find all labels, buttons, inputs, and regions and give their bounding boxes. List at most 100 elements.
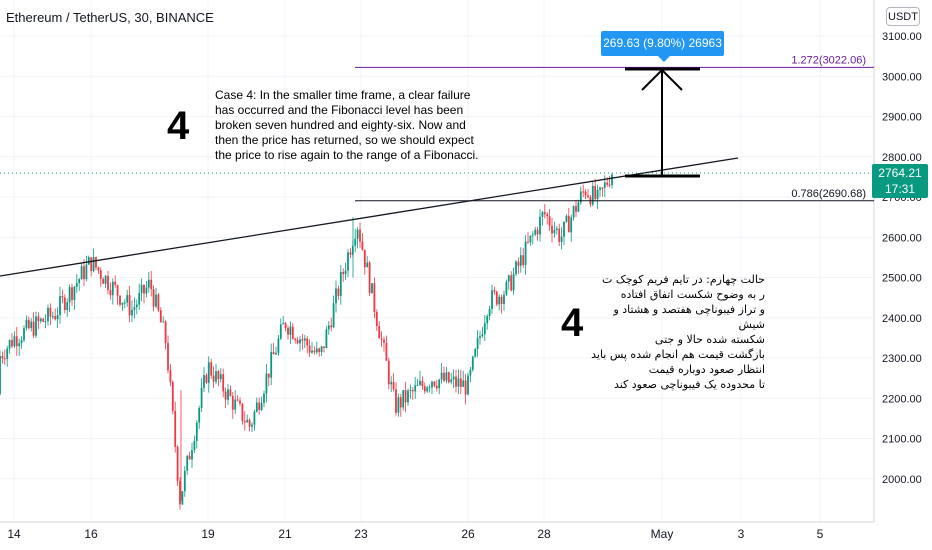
candle-body (546, 214, 549, 217)
price-tick-label: 2600.00 (882, 232, 922, 244)
candle-body (3, 358, 6, 360)
candle-body (471, 356, 474, 370)
candle-body (30, 321, 33, 329)
price-axis[interactable]: 3100.003000.002900.002800.002700.002600.… (882, 31, 922, 486)
candle-body (553, 230, 556, 234)
time-tick-label: May (651, 527, 674, 541)
candle-body (522, 255, 525, 265)
candle-body (342, 272, 345, 275)
candle-body (541, 212, 544, 217)
candle-body (119, 295, 121, 305)
candle-body (483, 323, 486, 335)
candle-body (390, 382, 393, 385)
candle-body (611, 174, 613, 186)
candle-body (431, 381, 433, 388)
candle-body (493, 290, 496, 292)
candle-body (361, 241, 364, 250)
symbol-title[interactable]: Ethereum / TetherUS, 30, BINANCE (6, 10, 214, 25)
candle-body (608, 184, 611, 186)
candle-body (445, 372, 448, 381)
candle-body (263, 393, 265, 403)
candle-body (25, 319, 28, 329)
candle-body (8, 340, 11, 349)
candle-body (63, 297, 66, 311)
candle-body (335, 288, 337, 304)
candle-body (519, 255, 522, 266)
candle-body (380, 338, 383, 340)
candle-body (135, 304, 138, 308)
candle-body (419, 380, 421, 385)
price-tick-label: 2200.00 (882, 393, 922, 405)
candle-body (551, 225, 553, 234)
currency-badge[interactable]: USDT (886, 7, 920, 26)
candle-body (354, 238, 357, 246)
price-tick-label: 2400.00 (882, 313, 922, 325)
candle-body (368, 262, 371, 294)
candle-body (560, 236, 563, 242)
fib-level-label: 0.786(2690.68) (791, 188, 866, 200)
candle-body (73, 286, 76, 300)
candle-body (68, 287, 71, 303)
candle-body (443, 372, 445, 381)
candle-body (558, 228, 561, 242)
fib-level-label: 1.272(3022.06) (791, 54, 866, 66)
candle-body (570, 217, 573, 233)
candle-body (231, 395, 234, 410)
measure-tooltip-pointer (658, 56, 670, 62)
candle-body (543, 212, 546, 215)
price-tick-label: 2000.00 (882, 474, 922, 486)
candle-body (371, 283, 373, 294)
candle-body (49, 307, 52, 317)
candle-body (527, 241, 529, 243)
candle-body (320, 346, 323, 353)
candle-body (603, 182, 606, 188)
candle-body (11, 340, 13, 347)
trend-line[interactable] (0, 157, 739, 277)
candle-body (594, 185, 597, 199)
candle-body (152, 289, 155, 307)
candle-body (344, 270, 347, 275)
candle-body (462, 380, 465, 387)
candle-body (411, 390, 414, 392)
candle-body (59, 296, 61, 316)
candle-body (150, 279, 153, 290)
candle-body (488, 309, 491, 317)
candle-body (315, 348, 318, 353)
price-tick-label: 3000.00 (882, 71, 922, 83)
candle-body (222, 374, 225, 392)
time-axis[interactable]: 14 16 19 21 23 26 28 May 3 5 (7, 527, 823, 541)
candle-body (215, 371, 217, 382)
candle-body (599, 187, 601, 190)
measure-arrow[interactable] (625, 67, 700, 178)
price-tick-label: 2900.00 (882, 112, 922, 124)
persian-note[interactable]: حالت چهارم: در تایم فریم کوچک ت ر به وضو… (591, 273, 765, 391)
candle-body (375, 311, 378, 327)
candle-body (114, 281, 117, 286)
candle-body (27, 319, 30, 329)
candle-body (459, 378, 462, 387)
candle-body (183, 470, 186, 492)
candle-body (467, 375, 469, 395)
candle-body (66, 302, 69, 311)
candle-body (116, 285, 119, 296)
candle-body (378, 326, 381, 339)
candle-body (51, 316, 54, 318)
candle-body (433, 381, 436, 386)
candle-body (243, 421, 246, 423)
candle-body (78, 279, 81, 284)
candle-body (325, 329, 328, 348)
candle-body (128, 295, 131, 316)
candle-body (198, 407, 201, 423)
candle-body (169, 370, 172, 383)
candles-group (0, 172, 613, 510)
candle-body (577, 202, 580, 212)
english-note[interactable]: Case 4: In the smaller time frame, a cle… (215, 88, 479, 162)
candle-body (75, 283, 78, 287)
candle-body (303, 338, 306, 341)
candle-body (159, 310, 162, 323)
candle-body (193, 440, 196, 451)
candle-body (332, 303, 335, 328)
candle-body (186, 455, 189, 471)
candle-body (140, 284, 143, 293)
